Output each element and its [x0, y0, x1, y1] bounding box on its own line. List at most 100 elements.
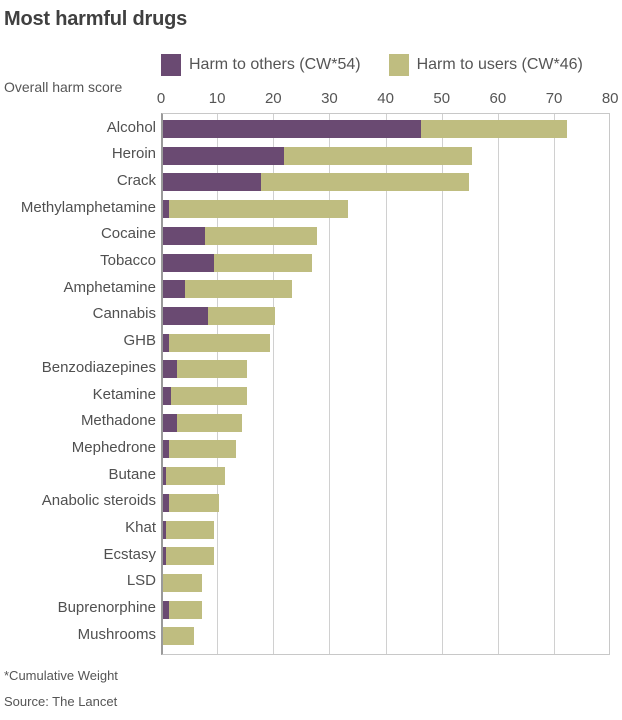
gridline — [554, 114, 556, 654]
bar-methadone — [163, 413, 242, 432]
bar-segment-users — [168, 333, 270, 352]
bar-segment-users — [168, 440, 236, 459]
bar-mephedrone — [163, 440, 236, 459]
category-label: LSD — [126, 572, 156, 590]
category-label: Methylamphetamine — [20, 198, 156, 216]
category-label: Crack — [116, 171, 156, 189]
plot-area — [161, 113, 610, 655]
bar-ghb — [163, 333, 270, 352]
bar-methylamphetamine — [163, 200, 349, 219]
x-tick-label: 20 — [264, 90, 282, 107]
gridline — [329, 114, 331, 654]
legend-swatch-users — [388, 54, 409, 76]
gridline — [497, 114, 499, 654]
bar-ketamine — [163, 387, 248, 405]
x-tick-label: 0 — [156, 90, 166, 107]
category-label: Alcohol — [106, 118, 156, 136]
category-label: Buprenorphine — [57, 599, 156, 617]
bar-segment-users — [207, 306, 276, 325]
bar-segment-others — [163, 547, 166, 566]
x-tick-label: 60 — [489, 90, 507, 107]
bar-segment-others — [163, 440, 169, 459]
bar-segment-others — [163, 253, 214, 272]
bar-segment-users — [168, 600, 203, 619]
legend-label-users: Harm to users (CW*46) — [416, 56, 583, 73]
bar-anabolic-steroids — [163, 493, 220, 512]
bar-segment-users — [165, 547, 214, 566]
bar-segment-users — [165, 520, 214, 539]
category-label: Anabolic steroids — [41, 492, 156, 510]
bar-segment-others — [163, 467, 166, 486]
category-label: Tobacco — [100, 252, 156, 269]
gridline — [217, 114, 219, 654]
bar-segment-others — [163, 280, 186, 299]
category-label: Cannabis — [92, 305, 156, 323]
bar-segment-others — [163, 173, 262, 192]
axis-caption: Overall harm score — [4, 79, 123, 95]
footnote: *Cumulative Weight — [4, 668, 118, 683]
bar-segment-others — [163, 360, 178, 379]
bar-lsd — [163, 573, 203, 592]
bar-segment-others — [163, 333, 169, 352]
bar-segment-others — [163, 146, 284, 165]
category-label: Ketamine — [92, 385, 156, 403]
x-tick-label: 50 — [433, 90, 451, 107]
bar-cannabis — [163, 306, 276, 325]
bar-segment-users — [213, 253, 312, 272]
category-label: Mushrooms — [77, 625, 156, 643]
bar-segment-users — [185, 280, 293, 299]
legend-item-others: Harm to others (CW*54) — [161, 54, 361, 76]
bar-buprenorphine — [163, 600, 203, 619]
bar-segment-users — [261, 173, 469, 192]
x-tick-label: 80 — [601, 90, 619, 107]
bar-segment-users — [177, 360, 248, 379]
bar-khat — [163, 520, 214, 539]
category-label: Butane — [108, 465, 156, 483]
bar-segment-others — [163, 306, 208, 325]
bar-segment-others — [163, 226, 206, 245]
category-label: Amphetamine — [63, 278, 156, 296]
x-tick-label: 30 — [321, 90, 338, 107]
gridline — [273, 114, 275, 654]
bar-segment-users — [421, 120, 568, 138]
bar-cocaine — [163, 226, 318, 245]
bar-mushrooms — [163, 627, 194, 646]
category-label: Ecstasy — [103, 545, 156, 563]
bar-segment-others — [163, 413, 178, 432]
category-label: Heroin — [111, 145, 156, 163]
bar-segment-users — [168, 493, 220, 512]
category-label: Benzodiazepines — [41, 358, 156, 376]
source-note: Source: The Lancet — [4, 694, 118, 709]
bar-crack — [163, 173, 469, 192]
category-label: Methadone — [80, 412, 156, 430]
bar-heroin — [163, 146, 472, 165]
bar-segment-others — [163, 387, 172, 405]
bar-segment-users — [165, 467, 225, 486]
bar-amphetamine — [163, 280, 293, 299]
bar-segment-users — [177, 413, 242, 432]
bar-segment-others — [163, 600, 169, 619]
bar-alcohol — [163, 120, 568, 138]
category-label: GHB — [123, 332, 156, 350]
bar-segment-users — [171, 387, 248, 405]
bar-segment-others — [163, 493, 169, 512]
bar-ecstasy — [163, 547, 214, 566]
bar-segment-others — [163, 520, 166, 539]
x-tick-label: 10 — [208, 90, 226, 107]
bar-segment-users — [163, 573, 203, 592]
bar-benzodiazepines — [163, 360, 248, 379]
bar-segment-users — [205, 226, 318, 245]
bar-butane — [163, 467, 225, 486]
gridline — [385, 114, 387, 654]
bar-segment-users — [283, 146, 472, 165]
bar-segment-users — [163, 627, 194, 646]
category-label: Cocaine — [100, 225, 156, 243]
x-tick-label: 40 — [377, 90, 394, 107]
legend-item-users: Harm to users (CW*46) — [388, 54, 583, 76]
bar-segment-others — [163, 200, 169, 219]
gridline — [441, 114, 443, 654]
legend: Harm to others (CW*54) Harm to users (CW… — [161, 54, 611, 76]
x-tick-label: 70 — [545, 90, 563, 107]
bar-segment-others — [163, 120, 422, 138]
legend-label-others: Harm to others (CW*54) — [189, 56, 361, 73]
